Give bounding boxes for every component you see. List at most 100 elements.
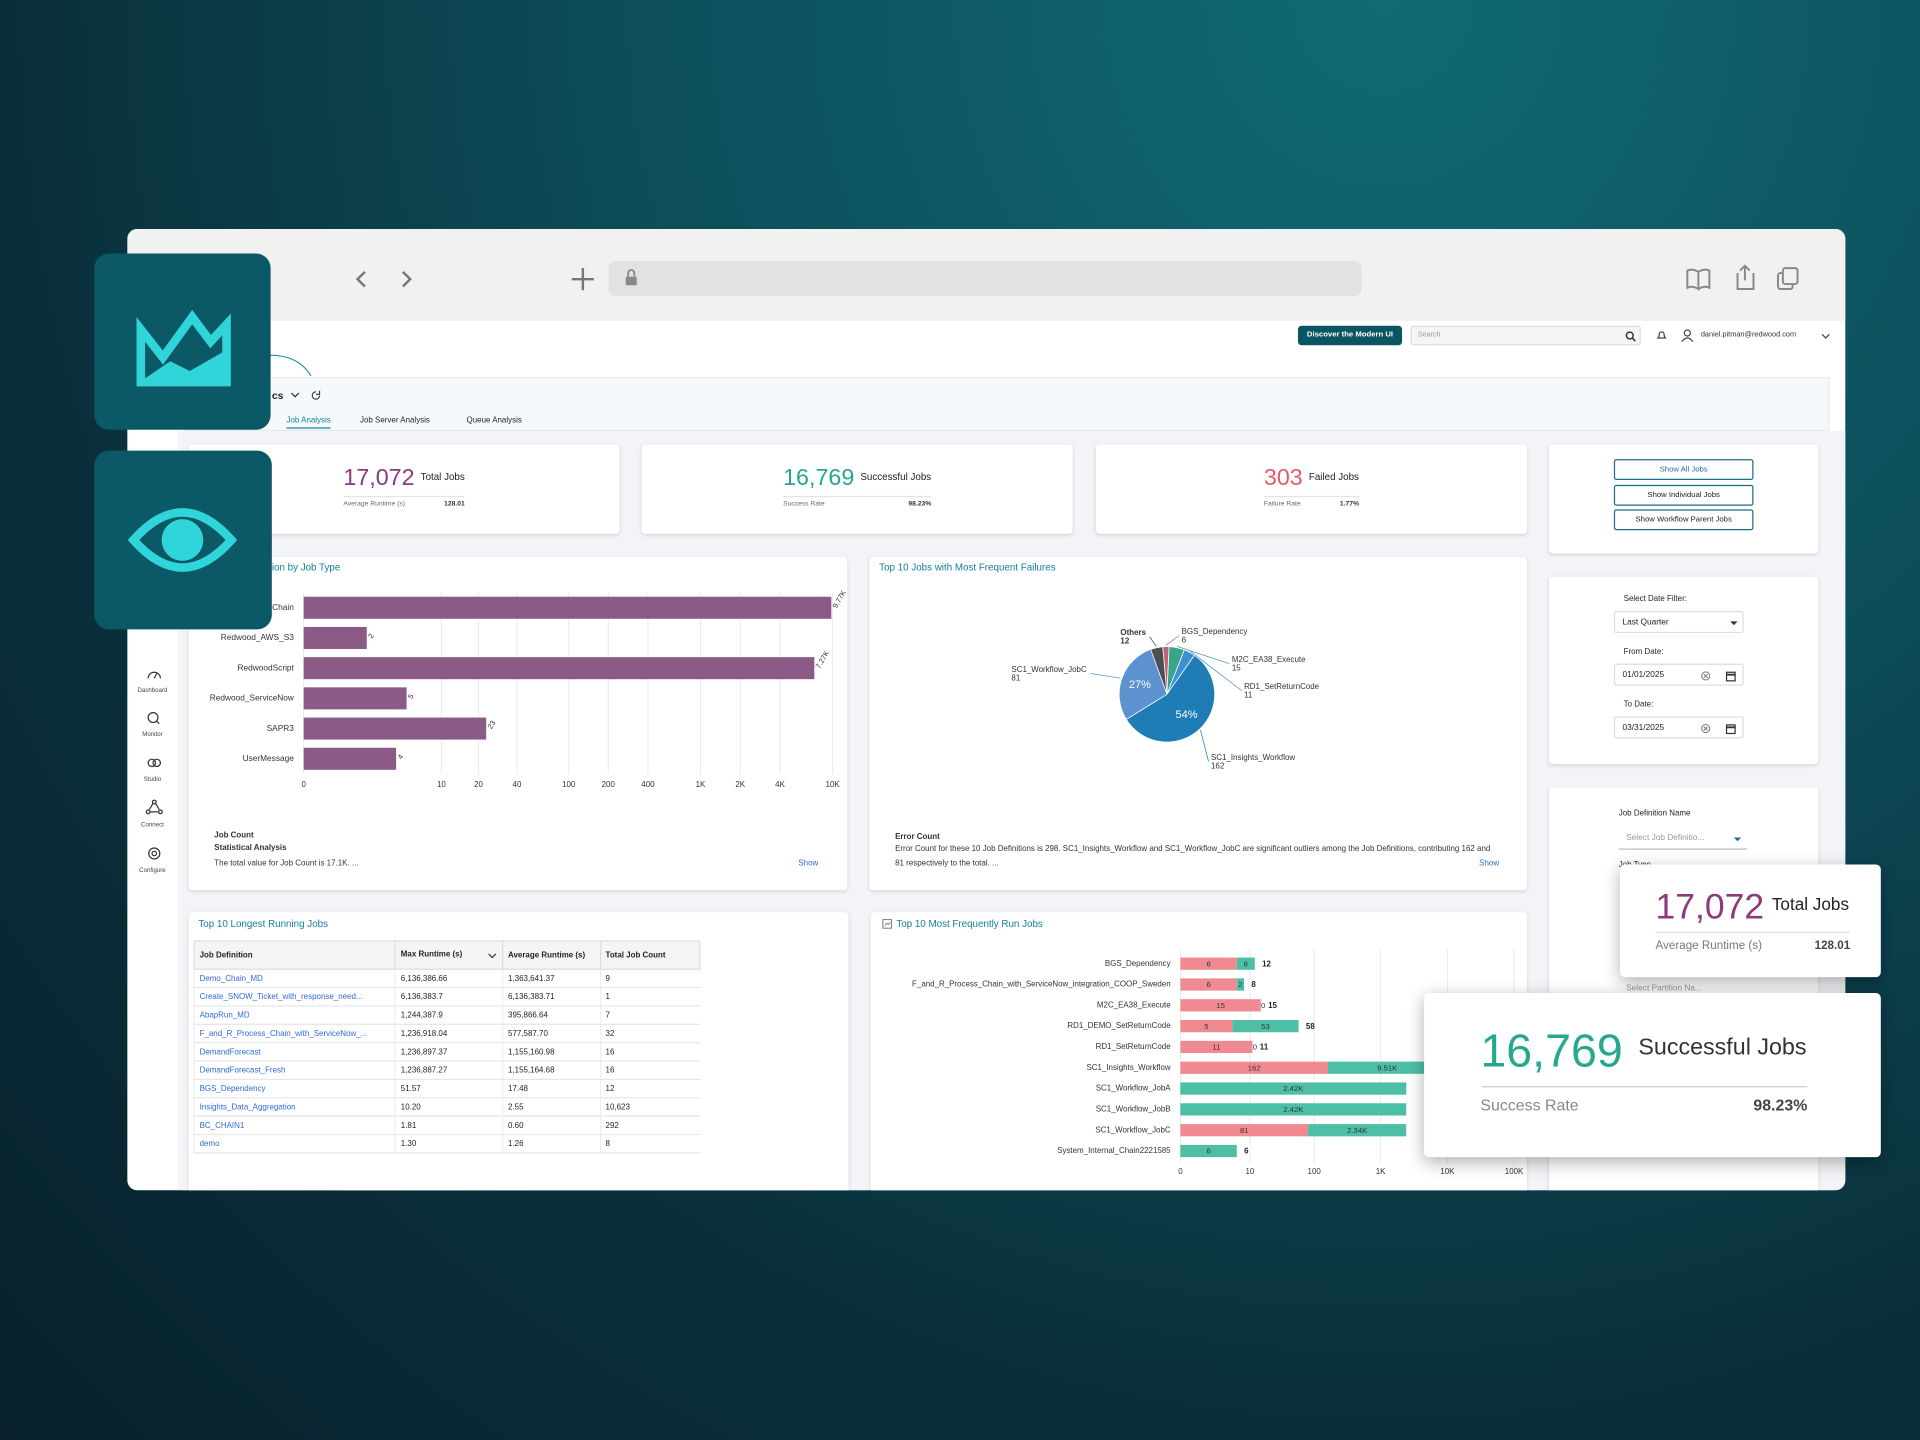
shape — [290, 392, 300, 398]
select-placeholder: Select Partition Na... — [1626, 984, 1703, 994]
y-tick-label: UserMessage — [243, 753, 295, 763]
action-button[interactable]: Show Workflow Parent Jobs — [1613, 509, 1754, 531]
table-cell: 51.57 — [394, 1079, 503, 1099]
dashboard-icon[interactable] — [147, 671, 162, 679]
table-cell: 1,244,387.9 — [394, 1005, 503, 1025]
date-filter-select[interactable]: Last Quarter — [1613, 611, 1744, 634]
sidebar-label[interactable]: Configure — [139, 866, 166, 875]
share-icon[interactable] — [1736, 264, 1755, 290]
slice-name: SC1_Insights_Workflow — [1211, 753, 1295, 762]
field-label: From Date: — [1623, 647, 1664, 657]
sidebar-label[interactable]: Studio — [143, 776, 162, 784]
job-link[interactable]: demo — [199, 1139, 220, 1148]
bar-segment — [1180, 999, 1261, 1012]
shape — [1703, 726, 1708, 731]
select-placeholder: Select Job Definitio... — [1626, 833, 1705, 843]
action-button[interactable]: Show All Jobs — [1613, 459, 1754, 480]
segment-label: 2.42K — [1283, 1084, 1304, 1093]
shape — [884, 921, 891, 926]
chart: 0 10 100 1K 10K 100K BGS_Dependency 6 6 12 F_and_R… — [912, 948, 1524, 1176]
slice-value: 162 — [1211, 762, 1225, 771]
job-link[interactable]: DemandForecast_Fresh — [199, 1065, 286, 1075]
table-cell: 17.48 — [501, 1079, 601, 1099]
job-link[interactable]: F_and_R_Process_Chain_with_ServiceNow_..… — [199, 1029, 368, 1038]
user-menu-chevron[interactable] — [1821, 331, 1831, 341]
shape — [143, 351, 225, 380]
job-link[interactable]: DemandForecast — [199, 1047, 261, 1057]
y-tick-label: SAPR3 — [267, 723, 295, 733]
zoom-kpi-card: 16,769 Successful Jobs Success Rate 98.2… — [1424, 993, 1881, 1158]
table-cell: BC_CHAIN1 — [193, 1116, 396, 1136]
chart-card: ion by Job Type 0 10 20 40 100 200 400 1K 2K 4K 10… — [188, 557, 848, 891]
x-tick-label: 10 — [437, 780, 446, 789]
footer-metric: Error Count — [895, 832, 940, 842]
shape — [1683, 329, 1692, 337]
divider — [1655, 931, 1851, 934]
shape: Success Rate 98.23% — [783, 495, 932, 508]
reader-icon[interactable] — [1686, 268, 1711, 291]
table-cell: 1,155,164.68 — [501, 1061, 601, 1081]
y-tick-label: SC1_Workflow_JobC — [1095, 1125, 1171, 1134]
sidebar-label[interactable]: Dashboard — [137, 686, 168, 695]
show-link[interactable]: Show — [1479, 859, 1500, 869]
bar-segment — [1180, 1144, 1237, 1158]
discover-button[interactable]: Discover the Modern UI — [1297, 325, 1403, 346]
chart: 0 10 20 40 100 200 400 1K 2K 4K 10K Chain 9.77K Redwo… — [210, 589, 848, 789]
search-box[interactable]: Search — [1410, 325, 1641, 346]
zoom-kpi-card: 17,072 Total Jobs Average Runtime (s) 12… — [1620, 864, 1881, 978]
connect-icon[interactable] — [151, 799, 157, 805]
new-tab-button[interactable] — [571, 268, 594, 291]
job-definition-select[interactable]: Select Job Definitio... — [1618, 827, 1748, 850]
table-card: Top 10 Longest Running Jobs Job Definiti… — [188, 912, 849, 1191]
input-value: 03/31/2025 — [1622, 723, 1665, 733]
x-tick-label: 4K — [775, 780, 785, 789]
user-email[interactable]: daniel.pitman@redwood.com — [1700, 331, 1797, 340]
bell-icon[interactable] — [1656, 329, 1668, 341]
chart-title: ion by Job Type — [271, 562, 341, 574]
y-tick-label: System_Internal_Chain2221585 — [1057, 1146, 1171, 1155]
shape: 303 Failed Jobs — [1264, 465, 1359, 492]
job-link[interactable]: BC_CHAIN1 — [199, 1121, 245, 1130]
segment-label: 15 — [1216, 1001, 1225, 1010]
date-input[interactable]: 03/31/2025 — [1613, 716, 1744, 739]
y-tick-label: BGS_Dependency — [1105, 959, 1171, 968]
x-tick-label: 100K — [1505, 1167, 1524, 1176]
configure-icon[interactable] — [148, 847, 161, 860]
user-icon[interactable] — [1680, 328, 1695, 343]
show-link[interactable]: Show — [798, 859, 819, 869]
shape — [156, 720, 160, 725]
pie-slice — [1125, 654, 1216, 743]
shape — [151, 850, 158, 857]
job-link[interactable]: Demo_Chain_MD — [199, 974, 263, 983]
job-link[interactable]: Insights_Data_Aggregation — [199, 1102, 296, 1112]
value-label: 23 — [485, 719, 497, 731]
back-button[interactable] — [355, 270, 366, 288]
y-tick-label: Redwood_ServiceNow — [210, 693, 295, 703]
y-tick-label: Redwood_AWS_S3 — [221, 632, 295, 642]
slice-value: 11 — [1244, 691, 1253, 700]
job-link[interactable]: AbapRun_MD — [199, 1010, 250, 1020]
title-controls[interactable] — [290, 389, 327, 401]
sidebar-label[interactable]: Monitor — [142, 731, 163, 739]
monitor-icon[interactable] — [147, 712, 159, 724]
bar-segment — [1180, 1124, 1309, 1137]
sort-icon[interactable] — [487, 953, 497, 960]
column-header[interactable]: Max Runtime (s) — [394, 940, 504, 970]
job-link[interactable]: Create_SNOW_Ticket_with_response_need... — [199, 992, 363, 1002]
forward-button[interactable] — [401, 270, 412, 288]
tab[interactable]: Queue Analysis — [466, 416, 522, 425]
studio-icon[interactable] — [147, 758, 157, 768]
tab[interactable]: Job Analysis — [286, 416, 331, 429]
address-bar[interactable] — [608, 260, 1362, 297]
date-input[interactable]: 01/01/2025 — [1613, 663, 1744, 686]
y-tick-label: SC1_Insights_Workflow — [1086, 1063, 1170, 1072]
table-cell: demo — [193, 1134, 396, 1154]
value-label: 4 — [395, 753, 405, 761]
kpi-sub-value: 128.01 — [1814, 939, 1851, 953]
tab[interactable]: Job Server Analysis — [360, 416, 430, 425]
action-button[interactable]: Show Individual Jobs — [1613, 484, 1754, 506]
sidebar-label[interactable]: Connect — [141, 821, 164, 829]
job-link[interactable]: BGS_Dependency — [199, 1084, 266, 1093]
shape — [311, 390, 321, 400]
